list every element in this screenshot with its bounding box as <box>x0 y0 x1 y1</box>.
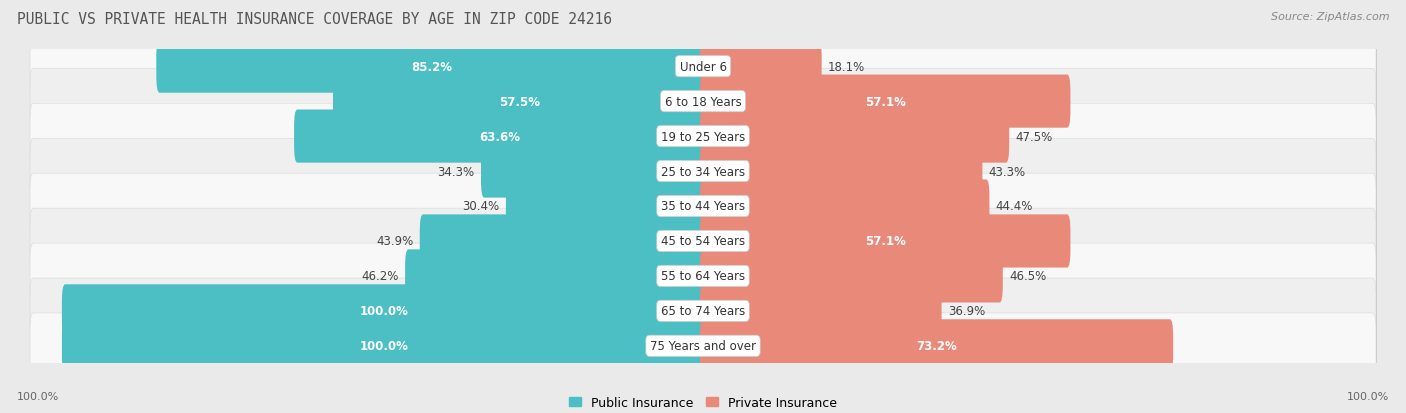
FancyBboxPatch shape <box>481 145 706 198</box>
FancyBboxPatch shape <box>420 215 706 268</box>
FancyBboxPatch shape <box>700 145 983 198</box>
FancyBboxPatch shape <box>30 313 1376 379</box>
FancyBboxPatch shape <box>62 285 706 338</box>
Text: 30.4%: 30.4% <box>463 200 499 213</box>
Text: 55 to 64 Years: 55 to 64 Years <box>661 270 745 283</box>
FancyBboxPatch shape <box>30 278 1376 344</box>
FancyBboxPatch shape <box>405 250 706 303</box>
Text: 47.5%: 47.5% <box>1015 130 1053 143</box>
FancyBboxPatch shape <box>30 174 1376 239</box>
FancyBboxPatch shape <box>700 215 1070 268</box>
Text: 25 to 34 Years: 25 to 34 Years <box>661 165 745 178</box>
FancyBboxPatch shape <box>700 110 1010 163</box>
FancyBboxPatch shape <box>700 285 942 338</box>
Text: 85.2%: 85.2% <box>411 61 451 74</box>
Text: 100.0%: 100.0% <box>1347 391 1389 401</box>
FancyBboxPatch shape <box>31 33 1376 99</box>
Text: 73.2%: 73.2% <box>917 339 957 352</box>
Text: 100.0%: 100.0% <box>360 305 409 318</box>
FancyBboxPatch shape <box>31 278 1376 343</box>
Text: 19 to 25 Years: 19 to 25 Years <box>661 130 745 143</box>
FancyBboxPatch shape <box>30 139 1376 204</box>
Text: 57.1%: 57.1% <box>865 95 905 108</box>
Legend: Public Insurance, Private Insurance: Public Insurance, Private Insurance <box>564 391 842 413</box>
FancyBboxPatch shape <box>31 138 1376 204</box>
FancyBboxPatch shape <box>156 40 706 93</box>
Text: PUBLIC VS PRIVATE HEALTH INSURANCE COVERAGE BY AGE IN ZIP CODE 24216: PUBLIC VS PRIVATE HEALTH INSURANCE COVER… <box>17 12 612 27</box>
FancyBboxPatch shape <box>31 312 1376 378</box>
FancyBboxPatch shape <box>31 68 1376 134</box>
FancyBboxPatch shape <box>333 75 706 128</box>
Text: 46.5%: 46.5% <box>1010 270 1046 283</box>
Text: 100.0%: 100.0% <box>360 339 409 352</box>
FancyBboxPatch shape <box>700 75 1070 128</box>
Text: 46.2%: 46.2% <box>361 270 399 283</box>
FancyBboxPatch shape <box>30 34 1376 100</box>
FancyBboxPatch shape <box>506 180 706 233</box>
Text: 57.5%: 57.5% <box>499 95 540 108</box>
FancyBboxPatch shape <box>700 320 1173 373</box>
FancyBboxPatch shape <box>700 180 990 233</box>
Text: 63.6%: 63.6% <box>479 130 520 143</box>
FancyBboxPatch shape <box>31 103 1376 169</box>
Text: 57.1%: 57.1% <box>865 235 905 248</box>
FancyBboxPatch shape <box>30 69 1376 135</box>
FancyBboxPatch shape <box>62 320 706 373</box>
FancyBboxPatch shape <box>700 40 821 93</box>
Text: Under 6: Under 6 <box>679 61 727 74</box>
Text: 43.3%: 43.3% <box>988 165 1026 178</box>
Text: 65 to 74 Years: 65 to 74 Years <box>661 305 745 318</box>
FancyBboxPatch shape <box>294 110 706 163</box>
Text: 35 to 44 Years: 35 to 44 Years <box>661 200 745 213</box>
FancyBboxPatch shape <box>30 104 1376 169</box>
Text: Source: ZipAtlas.com: Source: ZipAtlas.com <box>1271 12 1389 22</box>
Text: 18.1%: 18.1% <box>828 61 865 74</box>
Text: 34.3%: 34.3% <box>437 165 475 178</box>
Text: 100.0%: 100.0% <box>17 391 59 401</box>
Text: 45 to 54 Years: 45 to 54 Years <box>661 235 745 248</box>
FancyBboxPatch shape <box>31 173 1376 238</box>
FancyBboxPatch shape <box>700 250 1002 303</box>
FancyBboxPatch shape <box>30 244 1376 309</box>
Text: 43.9%: 43.9% <box>377 235 413 248</box>
Text: 75 Years and over: 75 Years and over <box>650 339 756 352</box>
Text: 44.4%: 44.4% <box>995 200 1033 213</box>
Text: 6 to 18 Years: 6 to 18 Years <box>665 95 741 108</box>
Text: 36.9%: 36.9% <box>948 305 986 318</box>
FancyBboxPatch shape <box>31 242 1376 308</box>
FancyBboxPatch shape <box>31 208 1376 273</box>
FancyBboxPatch shape <box>30 209 1376 274</box>
